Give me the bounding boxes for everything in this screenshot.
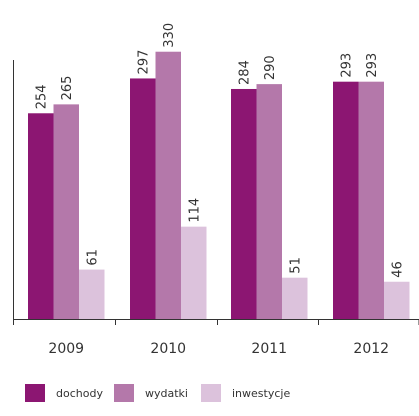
legend-label-wydatki: wydatki [145,386,188,400]
bar-inwestycje-2011 [282,277,308,319]
legend-item-wydatki: wydatki [114,384,188,402]
data-label-inwestycje-2011: 51 [289,257,304,274]
bar-inwestycje-2010 [181,226,207,319]
data-label-inwestycje-2012: 46 [391,261,406,278]
data-label-inwestycje-2009: 61 [86,249,101,266]
data-label-dochody-2009: 254 [35,84,50,109]
data-label-wydatki-2012: 293 [365,53,380,78]
legend-label-inwestycje: inwestycje [232,386,291,400]
data-label-dochody-2010: 297 [137,50,152,75]
x-tick-label-2012: 2012 [353,341,389,357]
chart-area: 254 265 61 2009 297 330 114 2010 284 290 51 2011 293… [13,23,419,357]
legend-swatch-dochody [25,384,45,402]
x-tick-label-2011: 2011 [251,341,287,357]
data-label-wydatki-2011: 290 [263,55,278,80]
bar-wydatki-2010 [155,51,181,319]
legend: dochody wydatki inwestycje [0,376,419,416]
x-tick-label-2010: 2010 [150,341,186,357]
bar-dochody-2009 [28,113,54,319]
data-label-dochody-2011: 284 [238,60,253,85]
legend-item-inwestycje: inwestycje [201,384,290,402]
bar-wydatki-2009 [53,104,79,319]
bar-dochody-2011 [231,88,257,319]
bar-chart: 254 265 61 2009 297 330 114 2010 284 290 51 2011 293… [13,23,419,357]
bar-dochody-2012 [333,81,359,319]
bar-dochody-2010 [130,78,156,320]
data-label-inwestycje-2010: 114 [188,198,203,223]
legend-swatch-wydatki [114,384,134,402]
x-tick-label-2009: 2009 [48,341,84,357]
legend-item-dochody: dochody [25,384,103,402]
bar-wydatki-2012 [358,81,384,319]
data-label-wydatki-2009: 265 [60,76,75,101]
legend-label-dochody: dochody [56,386,103,400]
legend-swatch-inwestycje [201,384,221,402]
bar-inwestycje-2012 [384,281,410,319]
data-label-dochody-2012: 293 [340,53,355,78]
bar-inwestycje-2009 [79,269,105,319]
data-label-wydatki-2010: 330 [162,23,177,48]
bar-wydatki-2011 [256,84,282,319]
